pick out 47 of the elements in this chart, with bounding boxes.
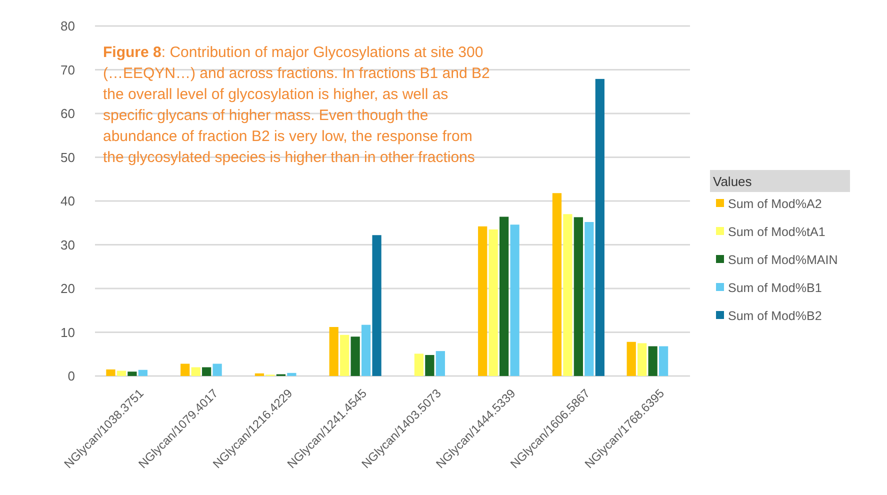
bar [329, 327, 338, 376]
bar [350, 336, 360, 376]
y-tick-label: 50 [60, 150, 75, 165]
bar [563, 214, 572, 376]
bar [254, 373, 264, 376]
y-tick-label: 80 [60, 18, 75, 34]
bar [372, 235, 382, 376]
bar [574, 217, 583, 376]
bar [510, 224, 520, 376]
bar [436, 351, 445, 376]
bar [638, 343, 647, 376]
bar [500, 216, 509, 376]
legend-label: Sum of Mod%B1 [728, 281, 822, 295]
bar [116, 370, 126, 376]
bar [191, 367, 200, 376]
bar [425, 355, 434, 376]
text: Figure 8: Contribution of major Glycosylations at site 300 (…EEQYN…) and across fractions. In fractions B1 and B2 the overall level of glycosylation is higher, as well as specific glycans of higher mass. Even though the abundance of fraction B2 is very low, the response from the glycosylated species is higher than in other fractions [103, 44, 490, 166]
bar [595, 78, 604, 376]
bar [212, 364, 222, 376]
y-tick-label: 20 [60, 281, 75, 296]
bar [552, 193, 562, 376]
bar [361, 324, 371, 376]
bar [414, 354, 424, 376]
bar [488, 229, 498, 376]
bar [106, 369, 116, 376]
bar [626, 342, 636, 376]
y-tick-label: 10 [60, 324, 75, 340]
legend-label: Sum of Mod%B2 [728, 309, 822, 323]
bar [287, 372, 296, 376]
bar [128, 372, 137, 376]
legend-label: Sum of Mod%tA1 [728, 225, 826, 239]
y-tick-label: 40 [60, 194, 75, 209]
legend-label: Sum of Mod%MAIN [728, 253, 838, 267]
legend-title: Values [713, 174, 752, 189]
y-tick-label: 30 [60, 237, 75, 252]
bar [340, 334, 350, 376]
y-tick-label: 70 [60, 62, 75, 78]
bar [478, 226, 488, 376]
bar [658, 346, 668, 376]
bar [584, 222, 594, 376]
bar [180, 364, 190, 376]
y-tick-label: 0 [68, 368, 75, 384]
bar [648, 346, 658, 376]
legend-label: Sum of Mod%A2 [728, 197, 822, 211]
y-tick-label: 60 [60, 106, 75, 122]
bar [138, 370, 148, 376]
bar [202, 367, 212, 376]
